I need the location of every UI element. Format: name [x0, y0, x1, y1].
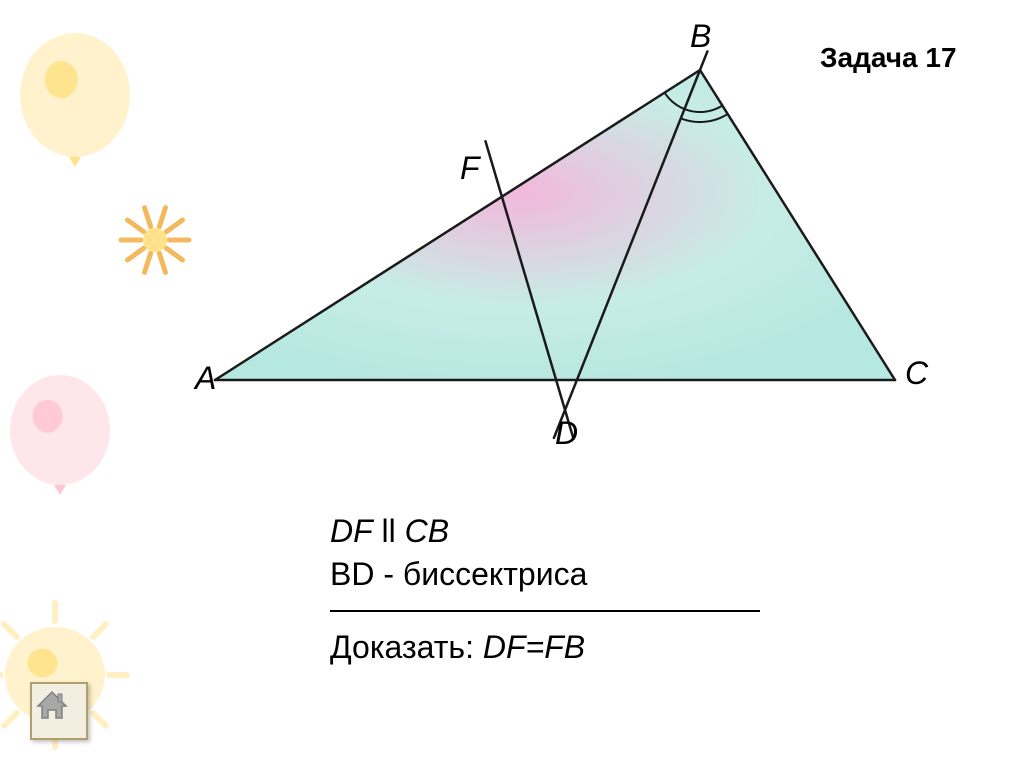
label-C: C — [905, 355, 928, 392]
given-line-1: DF ll CB — [330, 510, 760, 553]
segment-CB: CB — [405, 513, 449, 549]
problem-title: Задача 17 — [820, 42, 957, 74]
home-icon — [32, 684, 72, 724]
prove-line: Доказать: DF=FB — [330, 626, 760, 669]
label-F: F — [460, 150, 480, 187]
prove-equality: DF=FB — [483, 629, 585, 665]
slide-stage: Задача 17 A B C D F DF ll CB BD - биссек… — [0, 0, 1024, 768]
home-button[interactable] — [30, 682, 88, 740]
label-B: B — [690, 18, 711, 55]
segment-DF: DF — [330, 513, 373, 549]
label-A: A — [195, 360, 216, 397]
parallel-symbol: ll — [373, 513, 405, 549]
label-D: D — [555, 415, 578, 452]
prove-label: Доказать: — [330, 629, 483, 665]
given-line-2: BD - биссектриса — [330, 553, 760, 596]
separator-rule — [330, 610, 760, 612]
problem-statement: DF ll CB BD - биссектриса Доказать: DF=F… — [330, 510, 760, 670]
